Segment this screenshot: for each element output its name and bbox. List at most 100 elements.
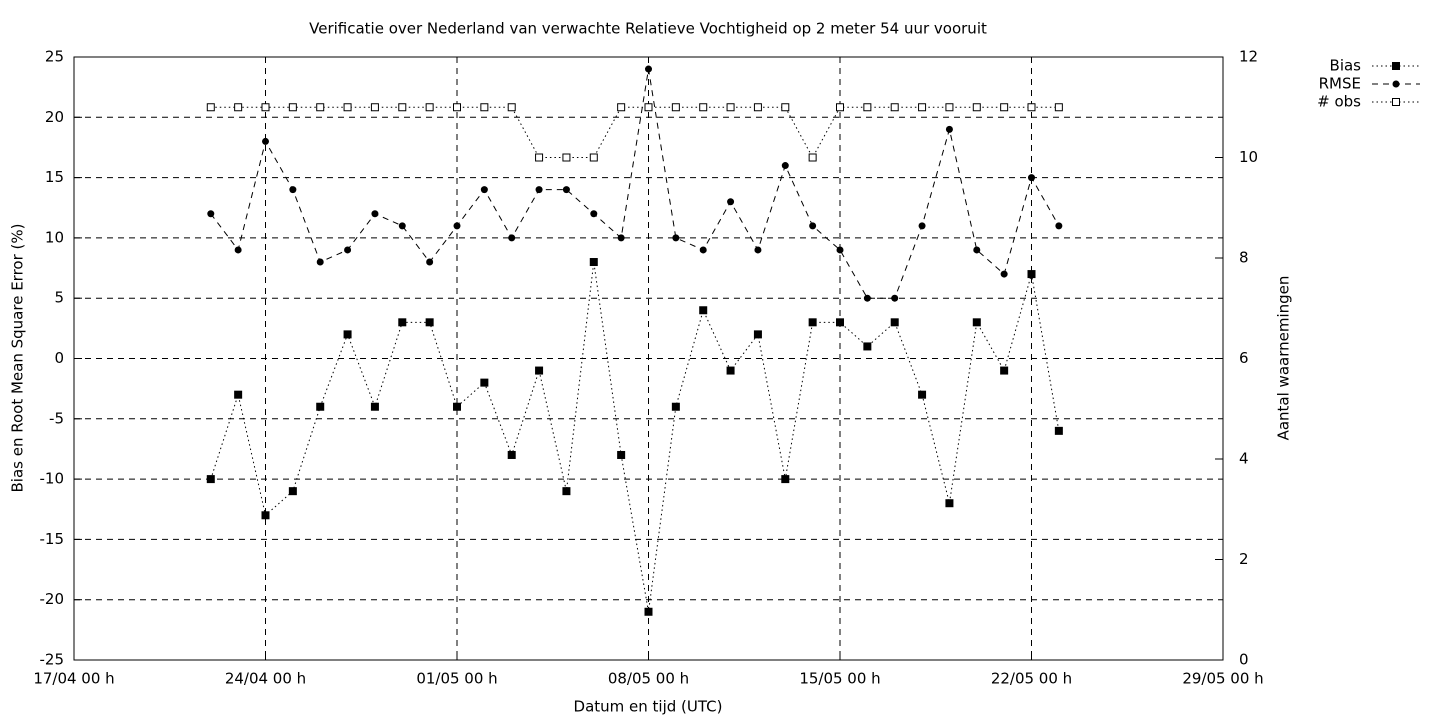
y-tick-label: 5 [54,289,64,307]
data-point [644,607,653,616]
y2-axis-label: Aantal waarnemingen [1275,276,1293,441]
data-point [316,402,325,411]
data-point [535,153,544,162]
data-point [754,246,762,254]
y2-tick-label: 6 [1239,349,1249,367]
data-point [863,342,872,351]
data-point [671,402,680,411]
data-point [289,186,297,194]
data-point [645,65,652,73]
data-point [781,475,790,484]
data-point [890,103,899,112]
data-point [617,450,626,459]
y2-tick-label: 12 [1239,48,1258,66]
y-tick-label: -20 [40,590,65,608]
data-point [288,103,297,112]
x-tick-label: 01/05 00 h [416,670,497,688]
data-point [808,318,817,327]
data-point [972,103,981,112]
series-line [210,68,1060,299]
legend-marker [1392,80,1400,88]
data-point [426,258,434,266]
data-point [836,246,844,254]
data-point [562,487,571,496]
data-point [343,330,352,339]
data-point [699,246,707,254]
data-point [1027,103,1036,112]
data-point [398,103,407,112]
data-point [507,450,516,459]
data-point [589,153,598,162]
y-tick-label: -5 [49,409,64,427]
data-point [863,103,872,112]
data-point [398,318,407,327]
data-point [891,294,899,302]
data-point [699,103,708,112]
data-point [562,153,571,162]
data-point [918,390,927,399]
data-point [672,234,680,242]
data-point [206,475,215,484]
data-point [234,246,242,254]
data-point [262,137,269,145]
legend-label: # obs [1317,93,1361,111]
data-point [972,318,981,327]
data-point [453,402,461,411]
x-axis-label: Datum en tijd (UTC) [574,698,723,716]
data-point [918,222,926,230]
data-point [261,103,270,112]
x-tick-label: 17/04 00 h [33,670,114,688]
x-tick-label: 29/05 00 h [1182,670,1263,688]
y-tick-label: 10 [45,228,64,246]
y-tick-label: -10 [40,470,65,488]
data-point [535,366,544,375]
data-point [453,222,461,230]
data-point [425,103,434,112]
data-point [370,103,379,112]
legend-marker [1392,98,1400,106]
y-tick-label: -25 [40,651,65,669]
data-point [508,234,516,242]
data-point [453,103,461,112]
y-tick-label: 0 [54,349,64,367]
data-point [562,186,570,194]
data-point [316,258,324,266]
data-point [808,153,817,162]
data-point [617,234,625,242]
data-point [535,186,543,194]
data-point [398,222,406,230]
data-point [1027,270,1036,279]
data-point [945,103,954,112]
data-point [507,103,516,112]
legend-label: RMSE [1319,75,1361,93]
x-tick-label: 24/04 00 h [225,670,306,688]
data-point [644,103,653,112]
data-point [343,103,352,112]
legend-marker [1392,62,1400,70]
data-point [781,162,789,170]
data-point [344,246,352,254]
data-point [753,103,762,112]
y-tick-label: -15 [40,530,65,548]
data-point [945,499,954,508]
data-point [234,103,243,112]
data-point [699,306,708,315]
y-tick-label: 15 [45,168,64,186]
data-point [1000,103,1009,112]
chart-title: Verificatie over Nederland van verwachte… [309,20,987,38]
data-point [809,222,817,230]
data-point [1055,222,1063,230]
data-point [918,103,927,112]
y2-tick-label: 2 [1239,550,1249,568]
data-point [480,378,489,387]
data-point [945,125,953,133]
data-point [1028,174,1035,182]
x-tick-label: 22/05 00 h [991,670,1072,688]
data-point [1000,366,1009,375]
data-point [973,246,981,254]
data-point [370,402,379,411]
data-point [590,210,598,218]
y2-tick-label: 4 [1239,450,1249,468]
data-point [261,511,270,520]
